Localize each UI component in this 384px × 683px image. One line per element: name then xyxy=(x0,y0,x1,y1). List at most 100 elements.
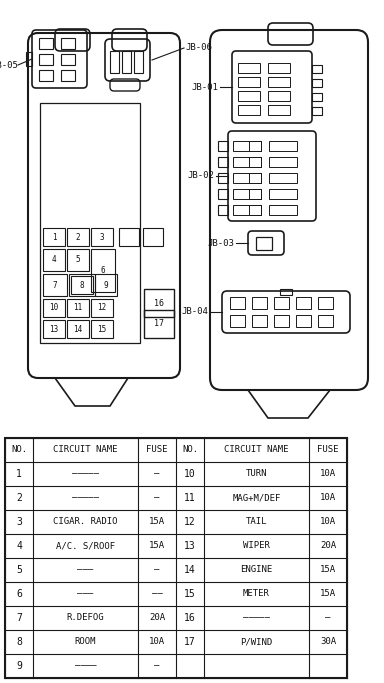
Text: 9: 9 xyxy=(16,661,22,671)
Text: R.DEFOG: R.DEFOG xyxy=(67,613,104,622)
Text: 20A: 20A xyxy=(149,613,165,622)
Bar xyxy=(218,141,228,151)
Text: P/WIND: P/WIND xyxy=(240,637,273,647)
Text: 8: 8 xyxy=(80,281,84,290)
Bar xyxy=(238,105,260,115)
Bar xyxy=(268,63,290,73)
Text: —————: ————— xyxy=(72,469,99,479)
Text: JB-04: JB-04 xyxy=(181,307,208,316)
Text: 3: 3 xyxy=(16,517,22,527)
Bar xyxy=(144,289,174,317)
Text: NO.: NO. xyxy=(182,445,198,454)
Text: —: — xyxy=(325,613,331,622)
Text: JB-02: JB-02 xyxy=(187,171,214,180)
Text: 15: 15 xyxy=(184,589,196,599)
Bar xyxy=(252,315,267,327)
Bar xyxy=(296,297,311,309)
Text: 13: 13 xyxy=(50,324,59,333)
Bar xyxy=(268,105,290,115)
Bar xyxy=(252,297,267,309)
Text: JB-01: JB-01 xyxy=(191,83,218,92)
Bar xyxy=(249,173,261,183)
Bar xyxy=(110,51,119,73)
Text: —————: ————— xyxy=(72,494,99,503)
Bar xyxy=(268,91,290,101)
Bar xyxy=(26,52,32,66)
Bar xyxy=(61,54,75,65)
Text: —: — xyxy=(154,662,160,671)
Text: —: — xyxy=(154,566,160,574)
Text: JB-05: JB-05 xyxy=(0,61,18,70)
Bar xyxy=(269,141,297,151)
Text: 15A: 15A xyxy=(149,518,165,527)
Bar xyxy=(91,320,113,338)
Text: JB-03: JB-03 xyxy=(207,238,234,247)
Text: 4: 4 xyxy=(52,255,56,264)
Text: 15: 15 xyxy=(98,324,107,333)
Text: NO.: NO. xyxy=(11,445,27,454)
Bar xyxy=(91,299,113,317)
Bar xyxy=(249,205,261,215)
Text: FUSE: FUSE xyxy=(146,445,168,454)
Text: 16: 16 xyxy=(184,613,196,623)
Bar xyxy=(95,274,117,296)
Text: 15A: 15A xyxy=(320,589,336,598)
Bar xyxy=(238,91,260,101)
Text: 15A: 15A xyxy=(149,542,165,550)
Bar xyxy=(43,299,65,317)
Text: 11: 11 xyxy=(73,303,83,313)
Bar xyxy=(61,38,75,49)
Text: 10: 10 xyxy=(50,303,59,313)
Bar xyxy=(249,189,261,199)
Bar xyxy=(218,205,228,215)
Text: WIPER: WIPER xyxy=(243,542,270,550)
Text: 10A: 10A xyxy=(320,518,336,527)
Bar xyxy=(249,157,261,167)
Text: —: — xyxy=(154,494,160,503)
Bar xyxy=(61,70,75,81)
Text: 14: 14 xyxy=(184,565,196,575)
Text: 20A: 20A xyxy=(320,542,336,550)
Bar xyxy=(43,320,65,338)
Bar xyxy=(71,276,93,294)
Bar xyxy=(233,205,261,215)
Text: CIGAR. RADIO: CIGAR. RADIO xyxy=(53,518,118,527)
Bar xyxy=(312,79,322,87)
Text: METER: METER xyxy=(243,589,270,598)
Bar xyxy=(218,157,228,167)
Text: 12: 12 xyxy=(98,303,107,313)
Text: 30A: 30A xyxy=(320,637,336,647)
Text: —: — xyxy=(154,469,160,479)
Bar xyxy=(67,249,89,271)
Text: JB-06: JB-06 xyxy=(185,44,212,53)
Bar xyxy=(218,173,228,183)
Text: 10: 10 xyxy=(184,469,196,479)
Bar xyxy=(230,315,245,327)
Text: 5: 5 xyxy=(76,255,80,264)
Bar xyxy=(43,274,67,296)
Bar xyxy=(43,249,65,271)
Text: 10A: 10A xyxy=(149,637,165,647)
Text: 10A: 10A xyxy=(320,469,336,479)
Text: 4: 4 xyxy=(16,541,22,551)
Bar xyxy=(134,51,143,73)
Text: ——: —— xyxy=(152,589,162,598)
Text: MAG+M/DEF: MAG+M/DEF xyxy=(232,494,281,503)
Bar xyxy=(269,205,297,215)
Text: ————: ———— xyxy=(75,662,96,671)
Text: 17: 17 xyxy=(154,320,164,329)
Text: 6: 6 xyxy=(16,589,22,599)
Text: TAIL: TAIL xyxy=(246,518,267,527)
Text: 14: 14 xyxy=(73,324,83,333)
Text: TURN: TURN xyxy=(246,469,267,479)
Text: 13: 13 xyxy=(184,541,196,551)
Bar xyxy=(39,54,53,65)
Text: 1: 1 xyxy=(16,469,22,479)
Bar xyxy=(233,189,261,199)
Text: 5: 5 xyxy=(16,565,22,575)
Text: CIRCUIT NAME: CIRCUIT NAME xyxy=(224,445,289,454)
Bar xyxy=(312,107,322,115)
Text: 10A: 10A xyxy=(320,494,336,503)
Bar xyxy=(43,228,65,246)
Bar xyxy=(91,228,113,246)
